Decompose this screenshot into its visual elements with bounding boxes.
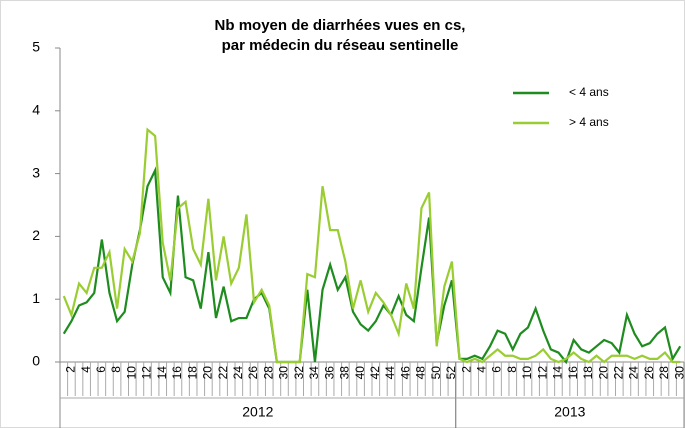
chart-title: par médecin du réseau sentinelle — [222, 37, 459, 54]
x-tick-label: 30 — [277, 366, 291, 380]
x-tick-label: 18 — [185, 366, 199, 380]
x-tick-label: 46 — [398, 366, 412, 380]
x-tick-label: 20 — [201, 366, 215, 380]
x-tick-label: 26 — [642, 366, 656, 380]
x-tick-label: 14 — [551, 366, 565, 380]
x-tick-label: 40 — [353, 366, 367, 380]
x-tick-label: 28 — [261, 366, 275, 380]
x-tick-label: 22 — [216, 366, 230, 380]
x-tick-label: 14 — [155, 366, 169, 380]
legend-label: < 4 ans — [569, 85, 609, 99]
y-tick-label: 2 — [32, 227, 40, 243]
x-tick-label: 8 — [109, 366, 123, 373]
y-tick-label: 4 — [32, 102, 40, 118]
y-tick-label: 0 — [32, 353, 40, 369]
x-tick-label: 6 — [490, 366, 504, 373]
x-tick-label: 24 — [627, 366, 641, 380]
group-label: 2012 — [242, 404, 273, 420]
x-tick-label: 22 — [611, 366, 625, 380]
y-tick-label: 5 — [32, 39, 40, 55]
x-tick-label: 42 — [368, 366, 382, 380]
x-tick-label: 28 — [657, 366, 671, 380]
x-tick-label: 6 — [94, 366, 108, 373]
x-tick-label: 18 — [581, 366, 595, 380]
x-tick-label: 30 — [672, 366, 685, 380]
y-tick-label: 3 — [32, 164, 40, 180]
x-tick-label: 12 — [140, 366, 154, 380]
y-tick-label: 1 — [32, 290, 40, 306]
x-tick-label: 8 — [505, 366, 519, 373]
x-tick-label: 2 — [64, 366, 78, 373]
x-tick-label: 50 — [429, 366, 443, 380]
x-tick-label: 12 — [535, 366, 549, 380]
x-tick-label: 20 — [596, 366, 610, 380]
series-line — [62, 127, 681, 364]
x-tick-label: 44 — [383, 366, 397, 380]
x-tick-label: 2 — [459, 366, 473, 373]
x-tick-label: 34 — [307, 366, 321, 380]
x-tick-label: 4 — [79, 366, 93, 373]
legend-label: > 4 ans — [569, 115, 609, 129]
x-tick-label: 10 — [124, 366, 138, 380]
x-tick-label: 52 — [444, 366, 458, 380]
x-tick-label: 32 — [292, 366, 306, 380]
x-tick-label: 38 — [338, 366, 352, 380]
series-line — [62, 166, 682, 365]
x-tick-label: 26 — [246, 366, 260, 380]
x-tick-label: 16 — [566, 366, 580, 380]
group-label: 2013 — [554, 404, 585, 420]
x-tick-label: 24 — [231, 366, 245, 380]
x-tick-label: 36 — [322, 366, 336, 380]
x-tick-label: 10 — [520, 366, 534, 380]
x-tick-label: 4 — [475, 366, 489, 373]
x-tick-label: 16 — [170, 366, 184, 380]
chart-title: Nb moyen de diarrhées vues en cs, — [215, 17, 466, 34]
x-tick-label: 48 — [414, 366, 428, 380]
